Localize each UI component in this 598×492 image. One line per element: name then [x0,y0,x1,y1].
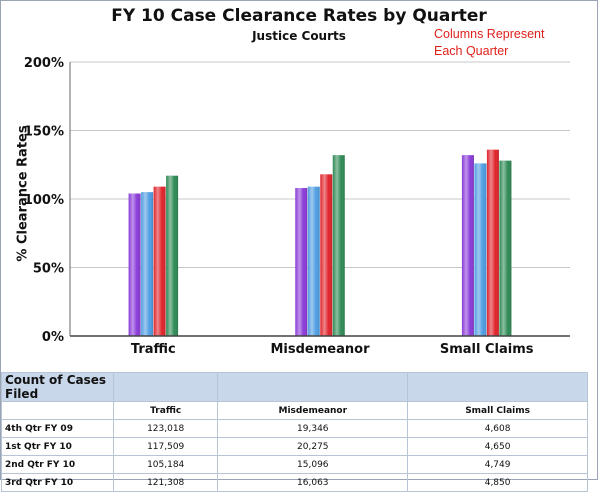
y-tick-label: 200% [24,56,64,71]
bar-highlight [320,174,333,336]
category-labels: Traffic Misdemeanor Small Claims [131,342,534,357]
bar-highlight [141,192,154,336]
table-cell: 4,650 [407,437,588,456]
table-row: 2nd Qtr FY 10 105,184 15,096 4,749 [1,455,588,474]
row-label: 3rd Qtr FY 10 [1,473,114,492]
row-label: 2nd Qtr FY 10 [1,455,114,474]
bar-highlight [499,160,512,336]
table-cell: 19,346 [217,419,409,438]
row-label: 1st Qtr FY 10 [1,437,114,456]
y-tick-label: 50% [33,262,64,277]
table-cell: 4,749 [407,455,588,474]
bar-highlight [128,193,141,336]
column-header-small-claims: Small Claims [407,401,588,420]
column-header-traffic: Traffic [112,401,219,420]
category-label: Misdemeanor [271,342,371,357]
table-row: 1st Qtr FY 10 117,509 20,275 4,650 [1,437,588,456]
bar-highlight [486,149,499,336]
table-cell: 105,184 [112,455,219,474]
category-label: Small Claims [440,342,534,357]
table-cell: 20,275 [217,437,409,456]
table-row: 3rd Qtr FY 10 121,308 16,063 4,850 [1,473,588,492]
table-cell: 4,850 [407,473,588,492]
bar-highlight [295,188,308,336]
table-cell: 15,096 [217,455,409,474]
bar-highlight [332,155,345,336]
column-header-misdemeanor: Misdemeanor [217,401,409,420]
chart-subtitle: Justice Courts [252,29,346,43]
table-cell: 117,509 [112,437,219,456]
chart-title: FY 10 Case Clearance Rates by Quarter [111,6,487,26]
chart-annotation: Columns Represent Each Quarter [434,27,545,58]
bars [128,149,512,336]
table-cell: 123,018 [112,419,219,438]
table-cell: 121,308 [112,473,219,492]
table-caption: Count of Cases Filed [1,372,114,402]
bar-highlight [307,186,320,336]
y-tick-label: 100% [24,193,64,208]
y-tick-label: 0% [42,330,64,345]
y-tick-label: 150% [24,125,64,140]
bar-highlight [461,155,474,336]
table-row: 4th Qtr FY 09 123,018 19,346 4,608 [1,419,588,438]
bar-highlight [153,186,166,336]
category-label: Traffic [131,342,176,357]
table-cell: 16,063 [217,473,409,492]
bar-highlight [166,175,179,336]
cases-filed-table: Count of Cases Filed Traffic Misdemeanor… [1,372,588,492]
row-label: 4th Qtr FY 09 [1,419,114,438]
bar-highlight [474,163,487,336]
table-cell: 4,608 [407,419,588,438]
bar-chart: 0% 50% 100% 150% 200% Traffic Misdemeanor Smal… [24,56,570,357]
y-tick-labels: 0% 50% 100% 150% 200% [24,56,64,345]
